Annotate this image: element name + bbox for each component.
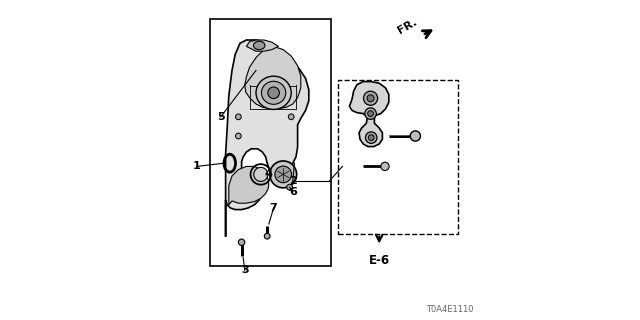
Text: T0A4E1110: T0A4E1110 (426, 305, 474, 314)
Polygon shape (226, 40, 309, 237)
Text: 4: 4 (265, 169, 273, 180)
Ellipse shape (410, 131, 420, 141)
Ellipse shape (369, 135, 374, 140)
Text: 3: 3 (241, 265, 248, 276)
Polygon shape (349, 82, 388, 147)
Ellipse shape (253, 167, 268, 181)
Ellipse shape (264, 233, 270, 239)
Polygon shape (229, 166, 269, 205)
Ellipse shape (365, 132, 377, 143)
Ellipse shape (287, 184, 292, 190)
Bar (210, 19, 332, 266)
Ellipse shape (288, 114, 294, 120)
Ellipse shape (256, 76, 291, 109)
Ellipse shape (236, 133, 241, 139)
Ellipse shape (365, 108, 376, 119)
Ellipse shape (238, 239, 244, 245)
Text: 5: 5 (217, 112, 225, 122)
Text: E-6: E-6 (369, 254, 390, 268)
Text: 7: 7 (269, 203, 278, 213)
Polygon shape (246, 40, 278, 51)
Polygon shape (245, 46, 301, 109)
Ellipse shape (236, 114, 241, 120)
Ellipse shape (381, 162, 389, 171)
Text: FR.: FR. (396, 17, 419, 36)
Ellipse shape (367, 95, 374, 102)
Text: 1: 1 (193, 161, 201, 172)
Ellipse shape (275, 166, 292, 183)
Bar (338, 80, 458, 234)
Text: 2: 2 (289, 176, 297, 186)
Ellipse shape (364, 91, 378, 105)
Ellipse shape (270, 161, 297, 188)
Ellipse shape (253, 41, 265, 50)
Text: 6: 6 (289, 187, 297, 197)
Ellipse shape (262, 81, 286, 104)
Ellipse shape (268, 87, 280, 99)
Ellipse shape (367, 111, 374, 116)
